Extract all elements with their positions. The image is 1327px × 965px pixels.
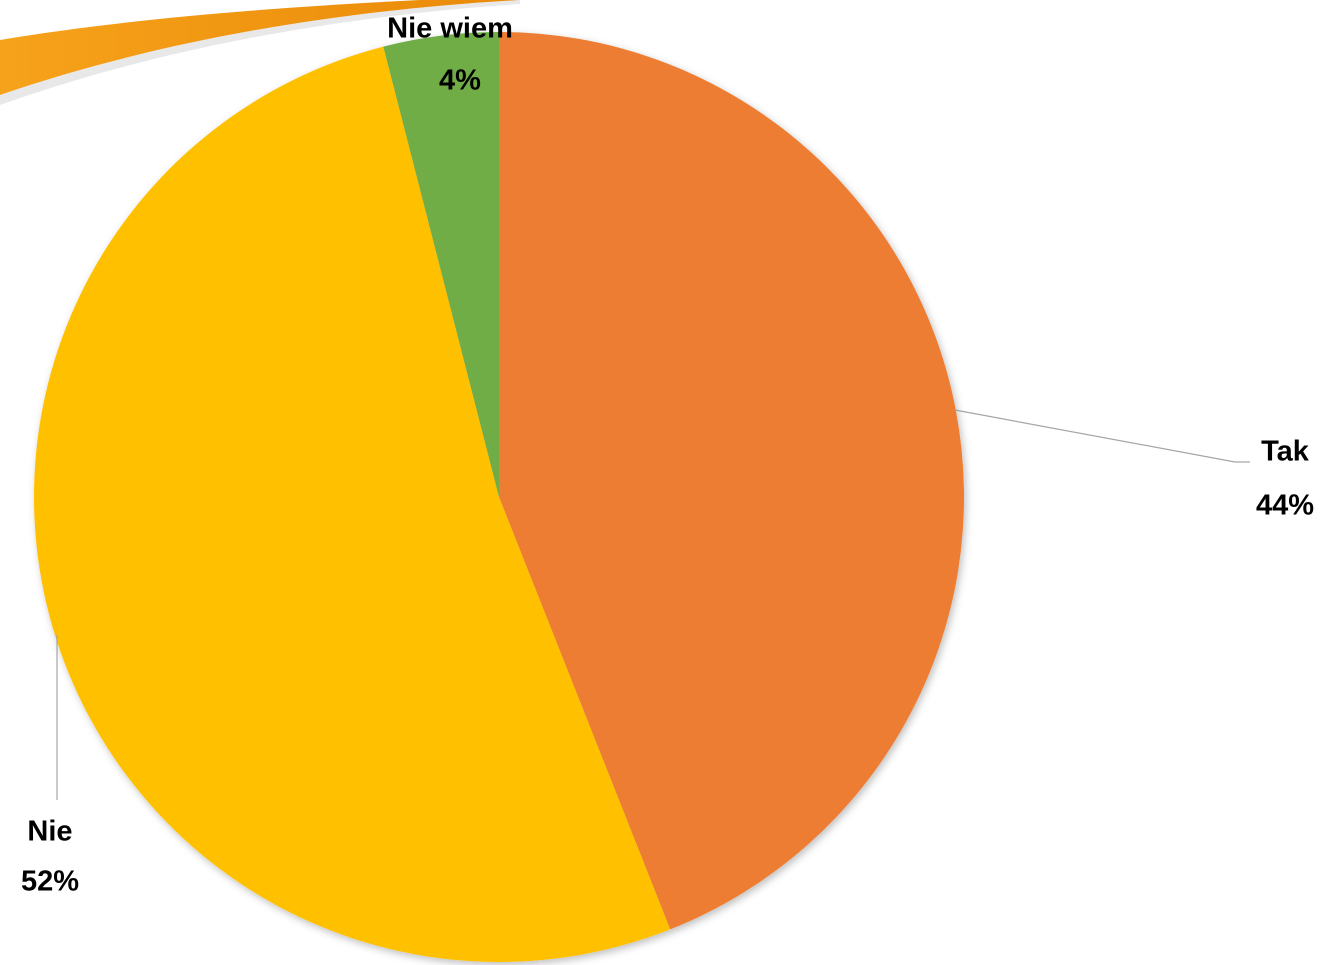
pie-slice: [383, 32, 499, 497]
slice-label: Nie wiem: [387, 13, 513, 45]
pie-slice: [34, 46, 671, 963]
slice-value-label: 52%: [21, 866, 79, 898]
pie-slice: [499, 32, 964, 930]
decorative-swoosh: [0, 0, 520, 95]
slice-label: Nie: [27, 816, 72, 848]
slice-value-label: 44%: [1256, 490, 1314, 522]
leader-line: [954, 409, 1250, 463]
slice-value-label: 4%: [439, 65, 481, 97]
pie: [34, 32, 964, 963]
slice-label: Tak: [1261, 436, 1310, 468]
